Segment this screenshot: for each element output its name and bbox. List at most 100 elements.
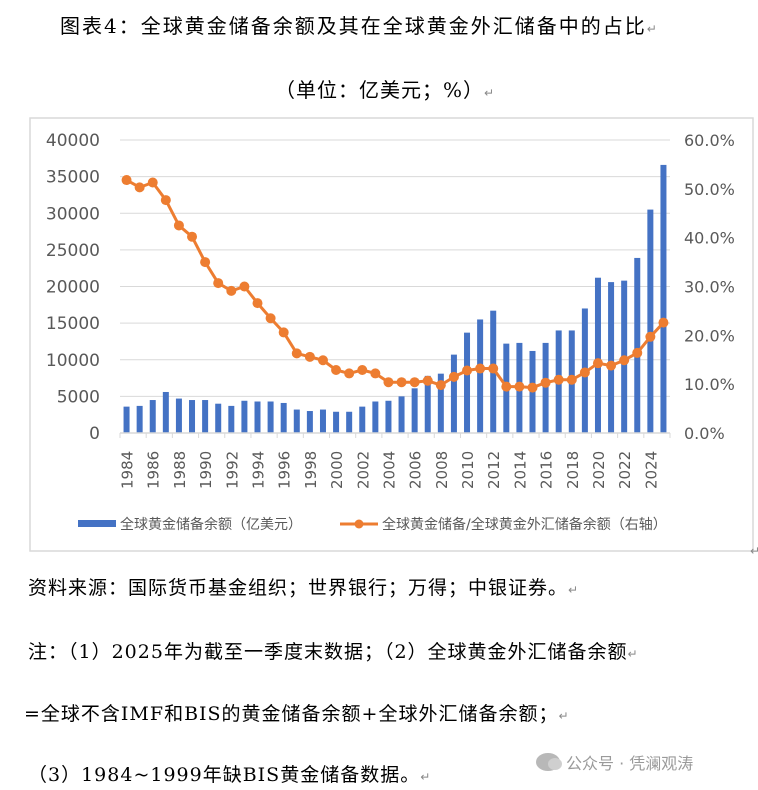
bar-2001 xyxy=(346,411,353,433)
y-left-tick-label: 20000 xyxy=(46,278,100,298)
paragraph-mark: ↵ xyxy=(627,647,639,661)
ratio-point-2018 xyxy=(566,374,577,385)
x-tick-label: 2018 xyxy=(564,451,582,489)
x-tick-label: 2006 xyxy=(407,451,425,489)
bar-2003 xyxy=(372,401,379,433)
x-tick-label: 1988 xyxy=(171,451,189,489)
ratio-point-2004 xyxy=(383,377,394,388)
ratio-point-2021 xyxy=(606,360,617,371)
paragraph-mark: ↵ xyxy=(568,583,580,597)
ratio-point-2000 xyxy=(331,365,342,376)
bar-2010 xyxy=(464,332,471,433)
note-line-2: =全球不含IMF和BIS的黄金储备余额+全球外汇储备余额；↵ xyxy=(24,699,570,726)
y-left-tick-label: 15000 xyxy=(46,314,100,334)
bar-2007 xyxy=(424,375,431,433)
bar-1997 xyxy=(293,409,300,433)
legend-line-marker xyxy=(354,519,364,529)
line-series xyxy=(121,175,669,393)
watermark-text: 公众号 · 凭澜观涛 xyxy=(566,754,694,773)
x-tick-label: 1984 xyxy=(119,451,137,489)
note-line-3: （3）1984~1999年缺BIS黄金储备数据。↵ xyxy=(28,760,431,787)
gridlines xyxy=(120,139,670,397)
x-tick-label: 2022 xyxy=(616,451,634,489)
bar-1998 xyxy=(306,411,313,433)
bar-2006 xyxy=(411,388,418,433)
ratio-point-2008 xyxy=(435,380,446,391)
ratio-point-1987 xyxy=(160,195,171,206)
axes: 0 5000 10000 15000 20000 25000 30000 35000 40000… xyxy=(46,131,735,489)
ratio-point-1986 xyxy=(147,177,158,188)
bar-2021 xyxy=(608,282,615,433)
ratio-point-1994 xyxy=(252,298,263,309)
x-tick-label: 2012 xyxy=(485,451,503,489)
ratio-point-2010 xyxy=(462,365,473,376)
x-tick-label: 2002 xyxy=(354,451,372,489)
bar-1995 xyxy=(267,401,274,433)
note-text: =全球不含IMF和BIS的黄金储备余额+全球外汇储备余额； xyxy=(24,703,559,725)
ratio-point-2013 xyxy=(501,381,512,392)
legend-bar-swatch xyxy=(78,520,116,527)
bar-1989 xyxy=(189,400,196,433)
x-tick-label: 2004 xyxy=(380,451,398,489)
chart-title-text: 图表4：全球黄金储备余额及其在全球黄金外汇储备中的占比 xyxy=(60,14,647,38)
bar-2004 xyxy=(385,400,392,433)
ratio-point-1984 xyxy=(121,175,132,186)
x-tick-label: 2010 xyxy=(459,451,477,489)
ratio-point-2011 xyxy=(475,363,486,374)
y-left-tick-label: 30000 xyxy=(46,204,100,224)
ratio-point-1999 xyxy=(317,355,328,366)
x-tick-label: 1986 xyxy=(145,451,163,489)
x-tick-label: 2020 xyxy=(590,451,608,489)
source-text: 资料来源：国际货币基金组织；世界银行；万得；中银证券。 xyxy=(28,577,569,599)
ratio-point-2024 xyxy=(645,331,656,342)
note-text: 注：（1）2025年为截至一季度末数据；（2）全球黄金外汇储备余额 xyxy=(28,641,628,663)
y-right-tick-label: 10.0% xyxy=(684,375,735,394)
bar-1986 xyxy=(149,400,156,433)
ratio-point-2016 xyxy=(540,377,551,388)
legend: 全球黄金储备余额（亿美元） 全球黄金储备/全球黄金外汇储备余额（右轴） xyxy=(78,516,667,533)
bar-1993 xyxy=(241,400,248,433)
bar-1992 xyxy=(228,405,235,433)
ratio-point-2022 xyxy=(619,355,630,366)
y-left-tick-label: 0 xyxy=(89,424,100,444)
paragraph-mark: ↵ xyxy=(420,770,432,784)
ratio-point-2012 xyxy=(488,363,499,374)
y-right-tick-label: 30.0% xyxy=(684,278,735,297)
y-right-tick-label: 60.0% xyxy=(684,131,735,150)
x-tick-label: 1992 xyxy=(223,451,241,489)
ratio-point-2023 xyxy=(632,347,643,358)
ratio-point-2020 xyxy=(592,358,603,369)
ratio-point-1993 xyxy=(239,281,250,292)
y-left-tick-label: 40000 xyxy=(46,131,100,151)
ratio-point-2001 xyxy=(344,368,355,379)
bar-1987 xyxy=(162,391,169,433)
y-right-tick-label: 50.0% xyxy=(684,180,735,199)
note-line-1: 注：（1）2025年为截至一季度末数据；（2）全球黄金外汇储备余额↵ xyxy=(28,637,639,664)
paragraph-mark: ↵ xyxy=(484,86,496,100)
ratio-point-2015 xyxy=(527,382,538,393)
ratio-point-1989 xyxy=(187,231,198,242)
ratio-point-2006 xyxy=(409,377,420,388)
x-tick-label: 1996 xyxy=(276,451,294,489)
x-tick-label: 2016 xyxy=(538,451,556,489)
bar-1984 xyxy=(123,406,130,433)
x-tick-label: 1990 xyxy=(197,451,215,489)
x-tick-label: 2014 xyxy=(511,451,529,489)
ratio-point-2003 xyxy=(370,368,381,379)
bar-1994 xyxy=(254,401,261,433)
legend-line-label: 全球黄金储备/全球黄金外汇储备余额（右轴） xyxy=(382,516,667,533)
ratio-point-1991 xyxy=(213,278,224,289)
ratio-point-1997 xyxy=(291,348,302,359)
y-left-tick-label: 5000 xyxy=(57,387,100,407)
x-tick-label: 1994 xyxy=(250,451,268,489)
ratio-point-2005 xyxy=(396,377,407,388)
paragraph-mark: ↵ xyxy=(558,709,570,723)
ratio-point-1998 xyxy=(304,351,315,362)
ratio-point-2014 xyxy=(514,381,525,392)
ratio-point-2019 xyxy=(579,367,590,378)
ratio-point-1990 xyxy=(200,257,211,268)
paragraph-mark: ↵ xyxy=(646,22,659,36)
bar-2016 xyxy=(542,342,549,433)
wechat-icon xyxy=(536,753,562,771)
bar-2011 xyxy=(477,319,484,433)
